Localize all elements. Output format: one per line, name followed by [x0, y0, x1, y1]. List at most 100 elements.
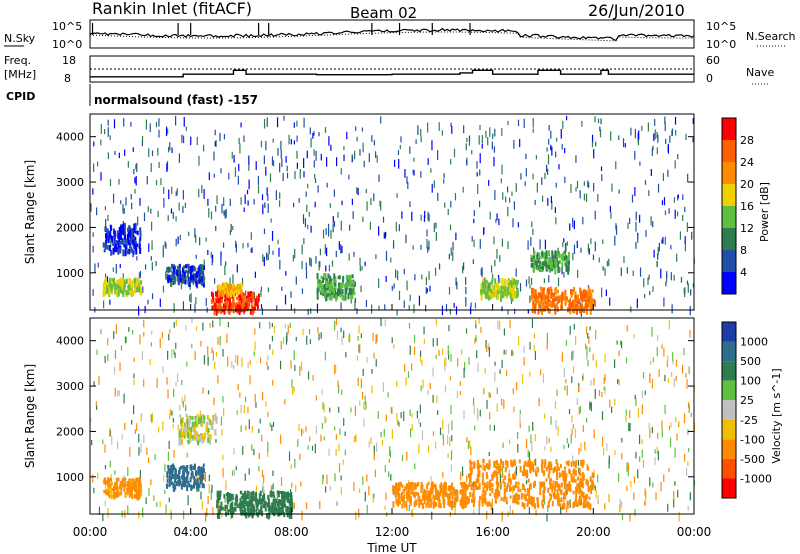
scatter-pixel: [373, 452, 375, 461]
echo-pixel: [425, 493, 428, 499]
scatter-pixel: [541, 177, 543, 185]
echo-pixel: [462, 503, 465, 510]
echo-pixel: [552, 467, 555, 474]
echo-pixel: [257, 296, 260, 303]
echo-pixel: [200, 475, 203, 482]
scatter-pixel: [243, 135, 245, 142]
scatter-pixel: [564, 385, 566, 391]
echo-pixel: [168, 482, 171, 488]
scatter-pixel: [220, 168, 222, 174]
echo-pixel: [512, 486, 515, 492]
scatter-pixel: [360, 333, 362, 339]
echo-pixel: [461, 503, 464, 509]
echo-pixel: [539, 488, 542, 496]
scatter-pixel: [692, 137, 694, 143]
echo-pixel: [226, 301, 229, 308]
echo-pixel: [122, 290, 125, 298]
echo-pixel: [186, 270, 189, 275]
echo-pixel: [245, 303, 248, 310]
scatter-pixel: [664, 236, 666, 245]
scatter-pixel: [627, 222, 629, 229]
echo-pixel: [516, 287, 519, 295]
scatter-pixel: [514, 308, 516, 314]
echo-pixel: [180, 429, 183, 436]
scatter-pixel: [641, 125, 643, 132]
scatter-pixel: [261, 308, 264, 316]
scatter-pixel: [664, 374, 666, 382]
scatter-pixel: [295, 336, 297, 342]
echo-pixel: [186, 472, 189, 477]
echo-pixel: [256, 305, 259, 310]
echo-pixel: [281, 509, 284, 515]
scatter-pixel: [194, 351, 196, 361]
echo-pixel: [394, 494, 397, 499]
echo-pixel: [504, 468, 507, 473]
echo-pixel: [239, 490, 242, 495]
scatter-pixel: [478, 135, 480, 145]
scatter-pixel: [687, 283, 689, 293]
scatter-pixel: [153, 495, 155, 502]
scatter-pixel: [237, 355, 239, 366]
scatter-pixel: [575, 187, 577, 192]
scatter-pixel: [232, 225, 234, 231]
echo-pixel: [117, 289, 120, 297]
echo-pixel: [114, 483, 117, 490]
echo-pixel: [265, 513, 268, 519]
scatter-pixel: [182, 190, 184, 200]
scatter-pixel: [662, 173, 664, 182]
echo-pixel: [583, 298, 586, 302]
echo-pixel: [184, 279, 187, 285]
echo-pixel: [533, 255, 536, 259]
echo-pixel: [555, 469, 558, 477]
scatter-pixel: [618, 135, 620, 140]
scatter-pixel: [657, 183, 660, 193]
scatter-pixel: [626, 325, 628, 332]
scatter-pixel: [188, 231, 190, 237]
echo-pixel: [551, 265, 554, 272]
scatter-pixel: [292, 386, 294, 395]
echo-pixel: [278, 490, 281, 494]
scatter-pixel: [547, 154, 550, 165]
echo-pixel: [413, 482, 416, 489]
scatter-pixel: [253, 292, 256, 301]
scatter-pixel: [162, 285, 165, 293]
scatter-pixel: [172, 211, 174, 220]
scatter-pixel: [405, 377, 407, 386]
scatter-pixel: [334, 320, 336, 331]
echo-pixel: [560, 253, 563, 261]
echo-pixel: [563, 255, 566, 261]
echo-pixel: [572, 469, 575, 475]
scatter-pixel: [296, 120, 298, 127]
scatter-pixel: [120, 345, 123, 351]
echo-pixel: [498, 490, 501, 497]
scatter-pixel: [657, 253, 659, 260]
scatter-pixel: [505, 196, 507, 203]
echo-pixel: [113, 281, 116, 288]
scatter-pixel: [207, 356, 209, 366]
scatter-pixel: [186, 361, 188, 367]
scatter-pixel: [198, 155, 200, 166]
echo-pixel: [129, 233, 132, 239]
echo-pixel: [550, 493, 553, 500]
scatter-pixel: [472, 509, 475, 515]
echo-pixel: [194, 267, 197, 271]
echo-pixel: [135, 489, 138, 494]
echo-pixel: [510, 283, 513, 291]
echo-pixel: [517, 501, 520, 505]
scatter-pixel: [397, 150, 400, 155]
echo-pixel: [120, 281, 123, 288]
scatter-pixel: [162, 421, 164, 431]
scatter-pixel: [270, 485, 272, 495]
scatter-pixel: [439, 427, 442, 436]
echo-pixel: [136, 230, 139, 236]
echo-pixel: [109, 230, 112, 237]
echo-pixel: [244, 490, 247, 496]
echo-pixel: [323, 294, 326, 299]
echo-pixel: [334, 285, 337, 290]
echo-pixel: [174, 276, 177, 282]
echo-pixel: [481, 472, 484, 479]
echo-pixel: [106, 244, 109, 250]
scatter-pixel: [591, 134, 594, 144]
echo-pixel: [223, 282, 226, 287]
cpid-text: normalsound (fast) -157: [94, 93, 258, 107]
